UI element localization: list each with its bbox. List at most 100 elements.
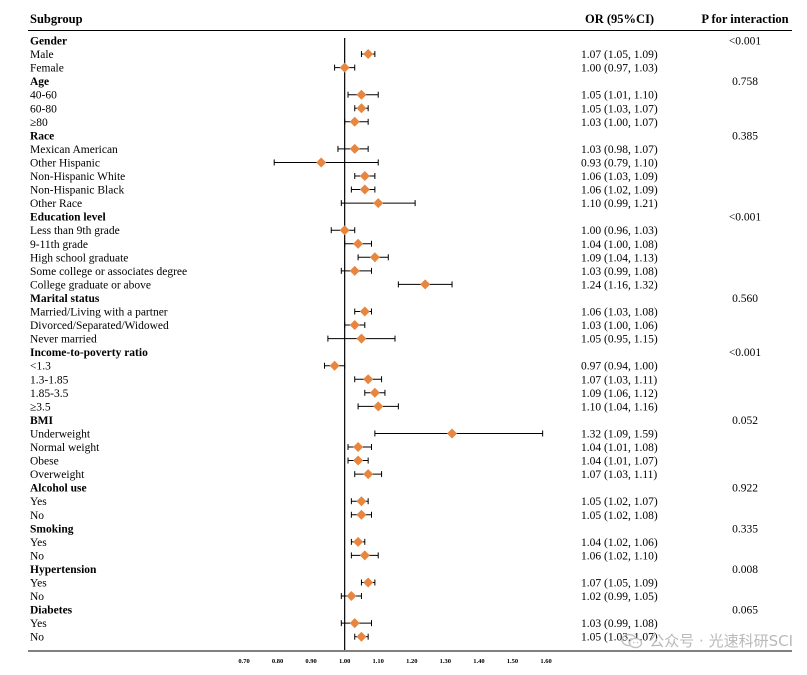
group-label: Alcohol use <box>30 483 87 495</box>
or-point-marker <box>349 143 360 154</box>
or-point-marker <box>356 333 367 344</box>
or-ci-text: 1.00 (0.97, 1.03) <box>581 63 658 75</box>
or-ci-text: 1.06 (1.03, 1.08) <box>581 307 658 319</box>
or-ci-text: 1.03 (1.00, 1.06) <box>581 320 658 332</box>
or-point-marker <box>339 225 350 236</box>
subgroup-label: Overweight <box>30 469 85 481</box>
or-point-marker <box>356 631 367 642</box>
subgroup-label: No <box>30 591 44 603</box>
or-ci-text: 1.06 (1.02, 1.09) <box>581 185 658 197</box>
p-interaction-value: 0.335 <box>732 523 758 535</box>
subgroup-label: ≥3.5 <box>30 401 51 413</box>
or-point-marker <box>359 306 370 317</box>
x-tick-label: 1.30 <box>440 658 451 665</box>
or-point-marker <box>447 428 458 439</box>
subgroup-label: No <box>30 632 44 644</box>
subgroup-label: Male <box>30 49 54 61</box>
subgroup-label: Obese <box>30 456 59 468</box>
p-interaction-value: 0.065 <box>732 605 758 617</box>
or-point-marker <box>373 198 384 209</box>
or-ci-text: 1.03 (0.99, 1.08) <box>581 266 658 278</box>
group-label: Marital status <box>30 293 100 305</box>
subgroup-label: Less than 9th grade <box>30 225 120 237</box>
header-p-interaction: P for interaction <box>701 12 788 26</box>
subgroup-label: Yes <box>30 618 47 630</box>
or-point-marker <box>339 62 350 73</box>
subgroup-label: Mexican American <box>30 144 118 156</box>
p-interaction-value: 0.560 <box>732 293 758 305</box>
subgroup-label: 1.85-3.5 <box>30 388 69 400</box>
subgroup-label: Married/Living with a partner <box>30 307 168 319</box>
or-point-marker <box>353 442 364 452</box>
watermark: 公众号 · 光速科研SCI <box>621 630 793 651</box>
or-ci-text: 1.09 (1.04, 1.13) <box>581 252 658 264</box>
subgroup-label: Never married <box>30 334 97 346</box>
x-tick-label: 0.70 <box>238 658 249 665</box>
or-point-marker <box>359 550 370 561</box>
x-tick-label: 1.10 <box>373 658 384 665</box>
or-ci-text: 1.05 (1.02, 1.07) <box>581 496 658 508</box>
subgroup-label: Other Race <box>30 198 82 210</box>
wechat-logo-icon <box>621 633 643 648</box>
subgroup-label: College graduate or above <box>30 279 151 291</box>
x-tick-label: 0.80 <box>272 658 283 665</box>
group-label: Gender <box>30 36 67 48</box>
or-ci-text: 1.04 (1.01, 1.07) <box>581 456 658 468</box>
subgroup-label: Divorced/Separated/Widowed <box>30 320 169 332</box>
or-point-marker <box>356 103 367 114</box>
subgroup-label: Other Hispanic <box>30 157 100 169</box>
group-label: Race <box>30 130 54 142</box>
header-or: OR (95%CI) <box>585 12 654 26</box>
x-tick-label: 1.60 <box>540 658 551 665</box>
or-point-marker <box>329 360 340 371</box>
x-tick-label: 1.40 <box>473 658 484 665</box>
or-point-marker <box>356 496 367 507</box>
p-interaction-value: <0.001 <box>729 36 762 48</box>
p-interaction-value: 0.052 <box>732 415 758 427</box>
or-point-marker <box>316 157 327 168</box>
group-label: Diabetes <box>30 605 73 617</box>
subgroup-label: No <box>30 550 44 562</box>
or-ci-text: 1.07 (1.05, 1.09) <box>581 49 658 61</box>
or-point-marker <box>359 171 370 181</box>
or-ci-text: 1.00 (0.96, 1.03) <box>581 225 658 237</box>
or-point-marker <box>363 469 374 480</box>
subgroup-label: Some college or associates degree <box>30 266 187 278</box>
subgroup-label: 1.3-1.85 <box>30 374 69 386</box>
subgroup-label: <1.3 <box>30 361 51 373</box>
p-interaction-value: 0.385 <box>732 130 758 142</box>
subgroup-label: ≥80 <box>30 117 48 129</box>
subgroup-label: Yes <box>30 496 47 508</box>
x-tick-label: 1.00 <box>339 658 350 665</box>
subgroup-label: 9-11th grade <box>30 239 88 251</box>
or-ci-text: 0.93 (0.79, 1.10) <box>581 157 658 169</box>
or-point-marker <box>363 577 374 588</box>
or-ci-text: 1.10 (1.04, 1.16) <box>581 401 658 413</box>
subgroup-label: Yes <box>30 578 47 590</box>
or-ci-text: 1.03 (1.00, 1.07) <box>581 117 658 129</box>
x-tick-label: 1.50 <box>507 658 518 665</box>
or-ci-text: 1.05 (1.02, 1.08) <box>581 510 658 522</box>
or-ci-text: 1.05 (0.95, 1.15) <box>581 334 658 346</box>
or-ci-text: 1.24 (1.16, 1.32) <box>581 279 658 291</box>
p-interaction-value: 0.758 <box>732 76 758 88</box>
subgroup-label: Underweight <box>30 428 91 440</box>
or-point-marker <box>359 184 370 195</box>
or-ci-text: 1.32 (1.09, 1.59) <box>581 428 658 440</box>
subgroup-label: Normal weight <box>30 442 100 454</box>
or-point-marker <box>353 238 364 249</box>
group-label: BMI <box>30 415 54 427</box>
or-ci-text: 1.04 (1.01, 1.08) <box>581 442 658 454</box>
or-point-marker <box>346 591 357 602</box>
x-tick-label: 1.20 <box>406 658 417 665</box>
p-interaction-value: 0.008 <box>732 564 758 576</box>
or-ci-text: 1.07 (1.05, 1.09) <box>581 578 658 590</box>
or-ci-text: 1.05 (1.03, 1.07) <box>581 103 658 115</box>
or-point-marker <box>353 536 364 547</box>
x-tick-label: 0.90 <box>305 658 316 665</box>
or-ci-text: 1.03 (0.98, 1.07) <box>581 144 658 156</box>
group-label: Income-to-poverty ratio <box>30 347 148 359</box>
or-ci-text: 1.07 (1.03, 1.11) <box>581 469 657 481</box>
watermark-text: 公众号 · 光速科研SCI <box>649 632 793 650</box>
